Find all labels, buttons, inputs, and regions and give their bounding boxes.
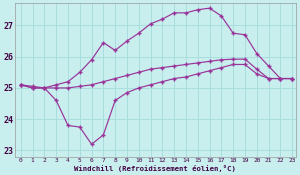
X-axis label: Windchill (Refroidissement éolien,°C): Windchill (Refroidissement éolien,°C) bbox=[74, 164, 236, 172]
